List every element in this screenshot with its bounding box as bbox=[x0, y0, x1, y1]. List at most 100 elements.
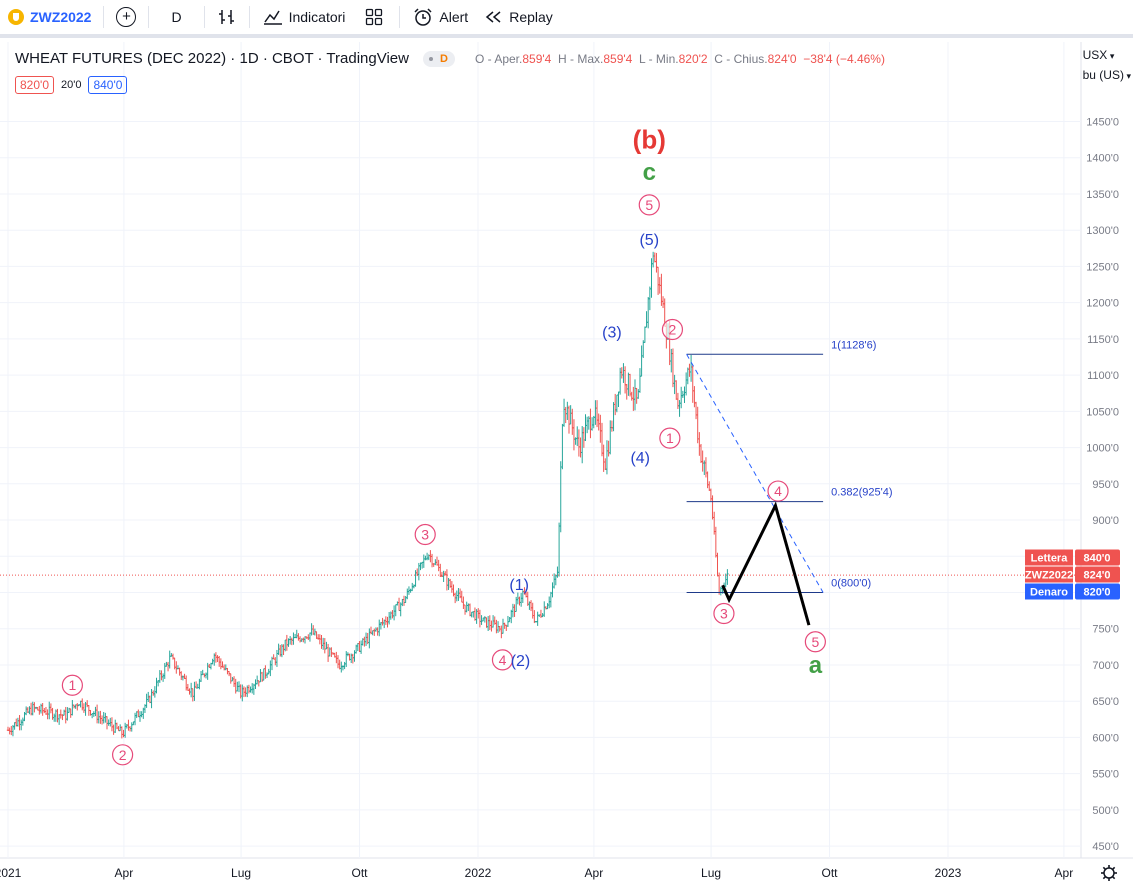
alert-button[interactable]: Alert bbox=[404, 0, 476, 36]
y-tick-label: 1200'0 bbox=[1086, 298, 1119, 310]
price-tag-name bbox=[1025, 549, 1073, 566]
wave-label: (1) bbox=[509, 577, 529, 594]
x-tick-label: Apr bbox=[1055, 866, 1074, 880]
wave-label: 2 bbox=[119, 747, 127, 763]
x-tick-label: 2023 bbox=[935, 866, 962, 880]
price-tag-value bbox=[1075, 566, 1120, 583]
indicators-label: Indicatori bbox=[288, 9, 346, 25]
wave-label-circle bbox=[713, 602, 735, 625]
spread-value: 20'0 bbox=[61, 79, 82, 91]
x-tick-label: Ott bbox=[822, 866, 839, 880]
y-tick-label: 1050'0 bbox=[1086, 406, 1119, 418]
replay-label: Replay bbox=[509, 9, 553, 25]
price-tag-name-text: Lettera bbox=[1031, 553, 1069, 565]
y-tick-label: 1000'0 bbox=[1086, 443, 1119, 455]
wave-label: 4 bbox=[774, 483, 782, 499]
toolbar-divider bbox=[103, 6, 105, 28]
wave-label: 2 bbox=[669, 321, 677, 337]
toolbar-divider bbox=[399, 6, 401, 28]
wave-label-circle bbox=[659, 427, 681, 449]
currency-label: USX bbox=[1082, 48, 1108, 62]
x-tick-label: Apr bbox=[585, 866, 604, 880]
x-tick-label: Lug bbox=[701, 866, 721, 880]
toolbar-divider bbox=[203, 6, 205, 28]
open-label: O - Aper. bbox=[474, 51, 523, 66]
wave-projection-line[interactable] bbox=[721, 501, 811, 626]
replay-button[interactable]: Replay bbox=[476, 0, 561, 36]
interval-button[interactable]: D bbox=[153, 0, 199, 36]
wave-label-circle bbox=[491, 649, 514, 671]
bar-chart-icon bbox=[218, 10, 234, 24]
wave-label: 1 bbox=[666, 430, 674, 446]
indicators-button[interactable]: Indicatori bbox=[254, 0, 354, 36]
unit-label: bu (US) bbox=[1082, 68, 1124, 82]
wave-label: 1 bbox=[68, 677, 76, 693]
wave-label: (4) bbox=[630, 450, 650, 467]
change-value: −38'4 (−4.46%) bbox=[803, 51, 885, 66]
wave-label: 3 bbox=[720, 606, 728, 622]
templates-button[interactable] bbox=[353, 0, 395, 36]
price-tag-value-text: 840'0 bbox=[1083, 553, 1110, 565]
y-tick-label: 1350'0 bbox=[1086, 189, 1119, 201]
wave-label: c bbox=[643, 159, 656, 186]
y-tick-label: 900'0 bbox=[1092, 515, 1119, 527]
wave-label-circle bbox=[638, 194, 660, 216]
low-label: L - Min. bbox=[639, 51, 679, 66]
fib-level-label: 1(1128'6) bbox=[831, 339, 876, 351]
symbol-label: ZWZ2022 bbox=[30, 9, 92, 25]
close-value: 824'0 bbox=[767, 51, 797, 66]
y-tick-label: 1300'0 bbox=[1086, 225, 1119, 237]
dot-icon bbox=[428, 56, 433, 61]
wave-label: 5 bbox=[645, 197, 653, 213]
wave-label-circle bbox=[61, 674, 83, 696]
price-tag-name-text: ZWZ2022 bbox=[1025, 570, 1073, 582]
wave-label: 3 bbox=[421, 527, 429, 543]
plus-icon: + bbox=[116, 7, 137, 27]
wave-label: 5 bbox=[811, 634, 819, 650]
y-tick-label: 1450'0 bbox=[1086, 117, 1119, 129]
fib-level-label: 0(800'0) bbox=[831, 578, 871, 590]
replay-icon bbox=[486, 11, 501, 23]
price-tag-value bbox=[1075, 549, 1120, 566]
fib-trend-line[interactable] bbox=[686, 354, 824, 593]
price-tag-value-text: 824'0 bbox=[1083, 570, 1110, 582]
fib-level-label: 0.382(925'4) bbox=[831, 487, 892, 499]
price-tag-value-text: 820'0 bbox=[1083, 587, 1110, 599]
y-tick-label: 600'0 bbox=[1092, 732, 1119, 744]
x-tick-label: 2021 bbox=[0, 866, 22, 880]
toolbar-divider bbox=[248, 6, 250, 28]
ohlc-values: O - Aper.859'4 H - Max.859'4 L - Min.820… bbox=[475, 52, 885, 66]
symbol-search[interactable]: ZWZ2022 bbox=[0, 0, 99, 36]
buy-button[interactable]: 840'0 bbox=[88, 76, 128, 94]
price-tag-name-text: Denaro bbox=[1030, 587, 1068, 599]
symbol-logo-icon bbox=[8, 9, 24, 25]
alert-label: Alert bbox=[439, 9, 469, 25]
compare-button[interactable]: + bbox=[108, 0, 144, 36]
wave-label: a bbox=[809, 652, 823, 679]
wave-label-circle bbox=[112, 744, 134, 766]
y-tick-label: 1100'0 bbox=[1087, 370, 1119, 382]
visibility-toggle[interactable]: D bbox=[422, 50, 455, 67]
y-tick-label: 750'0 bbox=[1092, 624, 1119, 636]
y-tick-label: 1400'0 bbox=[1086, 153, 1119, 165]
wave-label-circle bbox=[661, 318, 684, 341]
high-value: 859'4 bbox=[603, 51, 633, 66]
top-toolbar: ZWZ2022 + D Indicatori Alert bbox=[0, 0, 1133, 38]
sell-button[interactable]: 820'0 bbox=[15, 76, 54, 94]
currency-select[interactable]: USX ▾ bbox=[1083, 46, 1131, 66]
price-scale-settings: USX ▾ bu (US) ▾ bbox=[1083, 46, 1131, 86]
low-value: 820'2 bbox=[678, 51, 708, 66]
chart-legend: WHEAT FUTURES (DEC 2022) · 1D · CBOT · T… bbox=[15, 50, 885, 67]
open-value: 859'4 bbox=[522, 51, 552, 66]
chevron-down-icon: ▾ bbox=[1107, 51, 1115, 61]
d-badge: D bbox=[439, 52, 448, 65]
wave-label-circle bbox=[804, 631, 826, 653]
y-tick-label: 550'0 bbox=[1092, 769, 1119, 781]
x-tick-label: 2022 bbox=[465, 866, 492, 880]
settings-gear-icon[interactable] bbox=[1101, 865, 1117, 881]
unit-select[interactable]: bu (US) ▾ bbox=[1083, 66, 1131, 86]
price-tag-value bbox=[1075, 583, 1120, 600]
wave-label: (5) bbox=[639, 232, 659, 249]
chart-type-button[interactable] bbox=[209, 0, 245, 36]
